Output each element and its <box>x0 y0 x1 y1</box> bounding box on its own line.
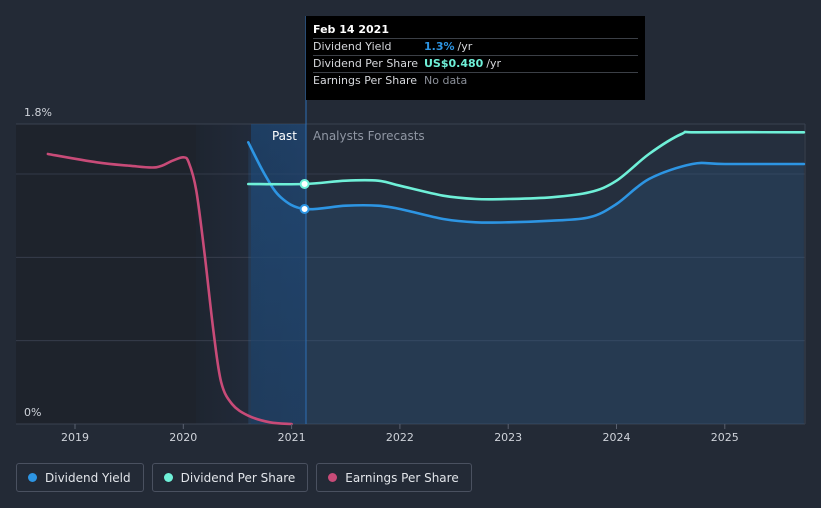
y-axis-bottom-label: 0% <box>24 406 41 419</box>
selection-band <box>251 124 306 424</box>
tooltip-unit: /yr <box>486 57 502 70</box>
series-line-dividend-per-share <box>247 130 806 201</box>
series-area-dividend-per-share <box>248 131 804 424</box>
legend-label: Earnings Per Share <box>345 470 459 485</box>
legend-dot-icon <box>28 473 37 482</box>
legend-item-dividend-per-share[interactable]: Dividend Per Share <box>151 463 309 492</box>
tooltip-label: Earnings Per Share <box>313 74 418 87</box>
tooltip-value: US$0.480 <box>424 57 484 70</box>
x-tick-label: 2024 <box>603 431 631 444</box>
series-marker <box>299 179 310 189</box>
legend-label: Dividend Per Share <box>180 470 296 485</box>
legend-dot-icon <box>163 473 173 482</box>
series-lines <box>46 130 806 426</box>
tooltip-label: Dividend Yield <box>313 40 392 53</box>
x-tick-label: 2021 <box>278 431 306 444</box>
x-tick-label: 2025 <box>711 431 739 444</box>
series-marker <box>299 204 310 214</box>
series-line-earnings-per-share <box>46 152 293 426</box>
tooltip-row-dividend-per-share: Dividend Per Share US$0.480 /yr <box>313 55 638 72</box>
tooltip-row-dividend-yield: Dividend Yield 1.3% /yr <box>313 38 638 55</box>
tooltip-row-earnings-per-share: Earnings Per Share No data <box>313 72 638 89</box>
tooltip-unit: /yr <box>457 40 473 53</box>
plot-past-background <box>16 124 196 424</box>
gridlines <box>16 123 806 425</box>
x-tick-label: 2020 <box>169 431 197 444</box>
series-line-dividend-yield <box>247 141 806 224</box>
tooltip-date: Feb 14 2021 <box>313 23 389 36</box>
past-region-label: Past <box>272 129 297 143</box>
series-area-dividend-yield <box>248 142 804 425</box>
legend-dot-icon <box>328 473 338 482</box>
legend-label: Dividend Yield <box>45 470 131 485</box>
series-areas <box>248 131 804 425</box>
tooltip-value: No data <box>424 74 468 87</box>
legend-item-earnings-per-share[interactable]: Earnings Per Share <box>316 463 472 492</box>
tooltip-value: 1.3% <box>424 40 455 53</box>
tooltip-label: Dividend Per Share <box>313 57 419 70</box>
y-axis-top-label: 1.8% <box>24 106 52 119</box>
chart-legend: Dividend Yield Dividend Per Share Earnin… <box>16 463 472 492</box>
legend-item-dividend-yield[interactable]: Dividend Yield <box>16 463 144 492</box>
data-tooltip: Feb 14 2021 Dividend Yield 1.3% /yr Divi… <box>306 16 645 100</box>
x-axis-ticks: 2019 2020 2021 2022 2023 2024 2025 <box>61 424 739 444</box>
x-tick-label: 2022 <box>386 431 414 444</box>
forecast-region-label: Analysts Forecasts <box>313 129 425 143</box>
series-markers <box>299 179 310 214</box>
x-tick-label: 2019 <box>61 431 89 444</box>
x-tick-label: 2023 <box>494 431 522 444</box>
